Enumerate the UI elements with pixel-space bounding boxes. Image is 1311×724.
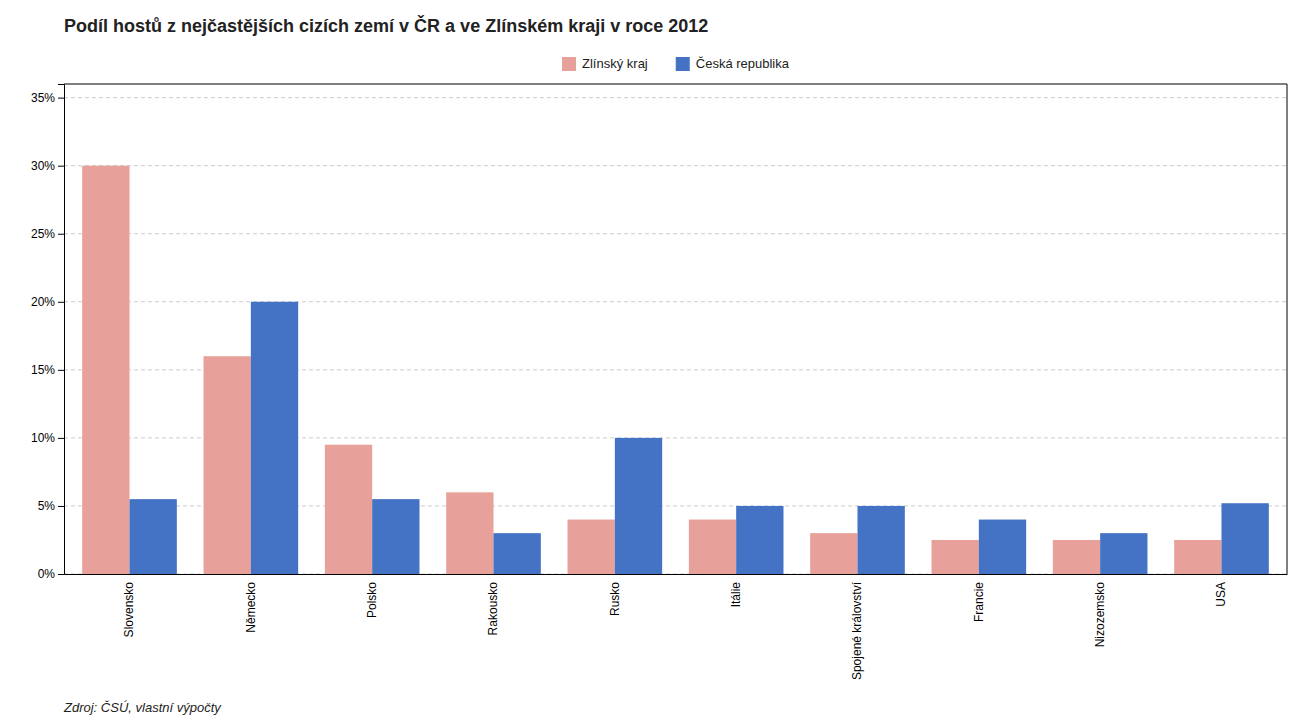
tick-label: Francie bbox=[972, 582, 986, 622]
tick: Rusko bbox=[608, 582, 622, 616]
tick-label: 20% bbox=[31, 295, 55, 309]
grid-line bbox=[64, 301, 1287, 302]
frame bbox=[1287, 84, 1288, 574]
bar bbox=[810, 533, 857, 574]
bar bbox=[857, 506, 904, 574]
legend-swatch bbox=[676, 57, 690, 71]
tick: 30% bbox=[31, 159, 64, 173]
legend-item: Zlínský kraj bbox=[562, 56, 648, 71]
legend-swatch bbox=[562, 57, 576, 71]
tick: 35% bbox=[31, 91, 64, 105]
chart: Podíl hostů z nejčastějších cizích zemí … bbox=[0, 0, 1311, 724]
bar bbox=[372, 499, 419, 574]
tick: Francie bbox=[972, 582, 986, 622]
bar bbox=[82, 166, 129, 574]
bar bbox=[446, 492, 493, 574]
grid-line bbox=[64, 233, 1287, 234]
tick-label: Nizozemsko bbox=[1093, 582, 1107, 648]
title: Podíl hostů z nejčastějších cizích zemí … bbox=[64, 15, 708, 36]
bar bbox=[736, 506, 783, 574]
tick: Rakousko bbox=[486, 582, 500, 636]
bar bbox=[932, 540, 979, 574]
tick: Slovensko bbox=[122, 582, 136, 638]
tick-label: 5% bbox=[38, 499, 56, 513]
bar bbox=[979, 520, 1026, 574]
series bbox=[130, 302, 1269, 574]
tick-label: Rakousko bbox=[486, 582, 500, 636]
tick-label: 10% bbox=[31, 431, 55, 445]
grid-line bbox=[64, 165, 1287, 166]
tick-mark bbox=[58, 370, 64, 371]
tick-mark bbox=[58, 574, 64, 575]
tick-label: Itálie bbox=[729, 582, 743, 608]
annotation: Zdroj: ČSÚ, vlastní výpočty bbox=[63, 700, 222, 715]
tick: Itálie bbox=[729, 582, 743, 608]
tick: Nizozemsko bbox=[1093, 582, 1107, 648]
legend-item: Česká republika bbox=[676, 56, 790, 71]
bar bbox=[325, 445, 372, 574]
bar bbox=[494, 533, 541, 574]
bar bbox=[568, 520, 615, 574]
bar bbox=[615, 438, 662, 574]
tick: Polsko bbox=[365, 582, 379, 618]
tick-mark bbox=[58, 438, 64, 439]
tick-label: 0% bbox=[38, 567, 56, 581]
tick-label: USA bbox=[1214, 582, 1228, 607]
tick-mark bbox=[58, 234, 64, 235]
tick-mark bbox=[58, 166, 64, 167]
tick-label: 35% bbox=[31, 91, 55, 105]
axis-line bbox=[58, 85, 65, 575]
tick: 10% bbox=[31, 431, 64, 445]
tick-mark bbox=[58, 302, 64, 303]
tick: 20% bbox=[31, 295, 64, 309]
bar bbox=[689, 520, 736, 574]
axis-line bbox=[65, 574, 1288, 575]
bar bbox=[204, 356, 251, 574]
series bbox=[82, 166, 1221, 574]
tick-mark bbox=[58, 506, 64, 507]
legend-label: Česká republika bbox=[696, 56, 790, 71]
grid-line bbox=[64, 97, 1287, 98]
y-axis: 0% 5% 10% 15% 20% 25% 30% 35% bbox=[31, 85, 65, 582]
tick-label: Slovensko bbox=[122, 582, 136, 638]
tick: 5% bbox=[38, 499, 64, 513]
tick-mark bbox=[58, 98, 64, 99]
tick-label: 30% bbox=[31, 159, 55, 173]
tick: 15% bbox=[31, 363, 64, 377]
tick-label: 25% bbox=[31, 227, 55, 241]
tick-label: Polsko bbox=[365, 582, 379, 618]
x-axis: Slovensko Německo Polsko Rakousko Rusko Itáli… bbox=[65, 575, 1288, 681]
legend-label: Zlínský kraj bbox=[582, 56, 648, 71]
bar bbox=[251, 302, 298, 574]
tick: 0% bbox=[38, 567, 64, 581]
bar bbox=[1221, 503, 1268, 574]
grid bbox=[64, 98, 1287, 574]
tick-label: 15% bbox=[31, 363, 55, 377]
tick: Spojené království bbox=[850, 581, 864, 680]
bars bbox=[82, 166, 1269, 574]
tick-label: Spojené království bbox=[850, 581, 864, 680]
tick: USA bbox=[1214, 582, 1228, 607]
legend: Zlínský kraj Česká republika bbox=[562, 56, 790, 71]
frame bbox=[64, 84, 1287, 85]
bar bbox=[1053, 540, 1100, 574]
bar bbox=[1100, 533, 1147, 574]
tick: Německo bbox=[244, 582, 258, 633]
tick-label: Rusko bbox=[608, 582, 622, 616]
tick: 25% bbox=[31, 227, 64, 241]
tick-label: Německo bbox=[244, 582, 258, 633]
bar bbox=[1174, 540, 1221, 574]
bar bbox=[130, 499, 177, 574]
plot: 0% 5% 10% 15% 20% 25% 30% 35% Slovensko Německo Po… bbox=[31, 84, 1288, 680]
